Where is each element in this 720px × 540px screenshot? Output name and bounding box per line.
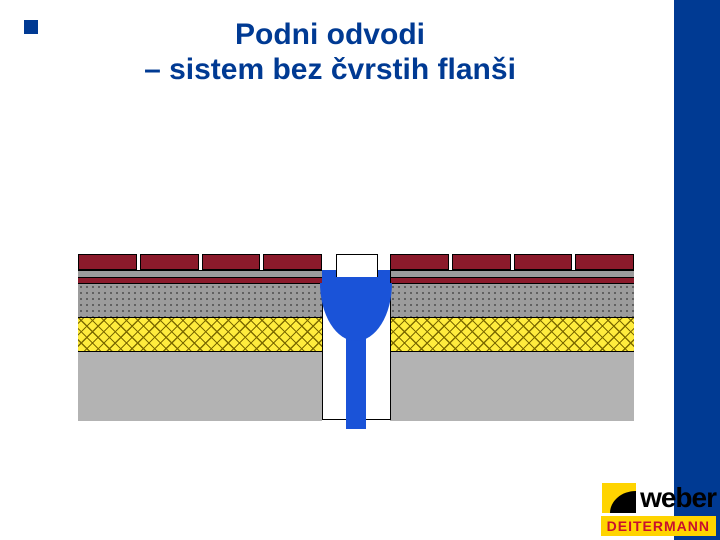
weber-icon: [602, 483, 636, 513]
tile: [263, 254, 322, 270]
weber-logo: weber: [601, 482, 716, 514]
tile: [514, 254, 573, 270]
drain-bowl: [320, 283, 392, 341]
layer-screed-right: [390, 283, 634, 318]
tiles-left: [78, 254, 322, 270]
layer-insulation-right: [390, 317, 634, 352]
layer-insulation-left: [78, 317, 322, 352]
deitermann-logo: DEITERMANN: [601, 516, 716, 536]
floor-drain-diagram: [78, 254, 634, 420]
drain-slot: [336, 254, 378, 277]
weber-logo-text: weber: [640, 482, 716, 514]
drain-pipe: [346, 334, 366, 429]
title-line-2: – sistem bez čvrstih flanši: [0, 53, 660, 88]
tile: [390, 254, 449, 270]
slide-title: Podni odvodi – sistem bez čvrstih flanši: [0, 18, 660, 87]
layer-slab-left: [78, 351, 322, 421]
logo-area: weber DEITERMANN: [601, 482, 716, 536]
layer-screed-left: [78, 283, 322, 318]
title-line-1: Podni odvodi: [0, 18, 660, 53]
deitermann-text: DEITERMANN: [607, 518, 710, 534]
side-accent-bar: [674, 0, 720, 540]
tile: [575, 254, 634, 270]
tile: [140, 254, 199, 270]
tile: [78, 254, 137, 270]
weber-icon-shape: [610, 491, 636, 513]
tile: [202, 254, 261, 270]
tiles-right: [390, 254, 634, 270]
tile: [452, 254, 511, 270]
layer-slab-right: [390, 351, 634, 421]
